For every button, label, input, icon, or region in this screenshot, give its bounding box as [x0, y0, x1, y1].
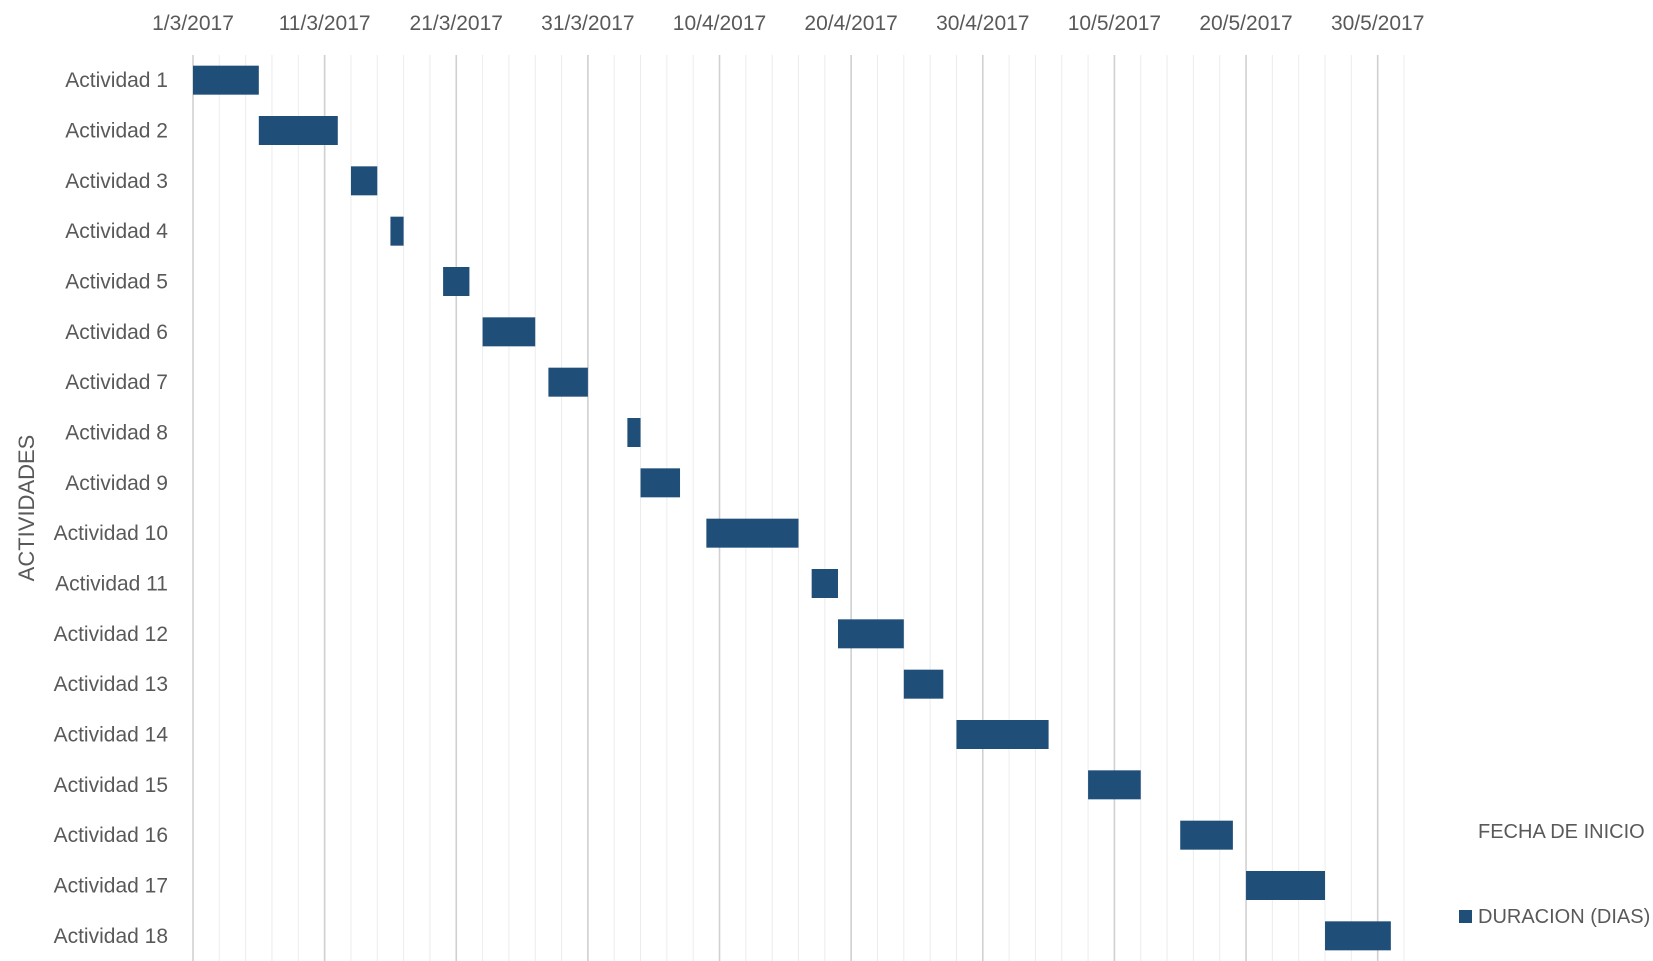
category-label: Actividad 6 [65, 321, 168, 344]
duration-bar [350, 166, 378, 196]
x-tick-label: 21/3/2017 [410, 12, 503, 35]
duration-bar [548, 367, 588, 397]
duration-bars [193, 65, 1391, 951]
category-label: Actividad 9 [65, 472, 168, 495]
duration-bar [258, 116, 338, 145]
duration-bar [1088, 770, 1141, 800]
x-tick-label: 11/3/2017 [279, 12, 371, 35]
x-tick-label: 20/5/2017 [1199, 12, 1292, 35]
legend: FECHA DE INICIO DURACION (DIAS) [1459, 821, 1650, 928]
x-tick-label: 30/5/2017 [1331, 12, 1424, 35]
category-label: Actividad 11 [55, 573, 168, 596]
duration-bar [640, 468, 681, 498]
x-tick-label: 10/4/2017 [673, 12, 766, 35]
category-label: Actividad 12 [54, 623, 168, 646]
duration-bar [706, 518, 799, 548]
duration-bar [627, 418, 641, 447]
category-label: Actividad 8 [65, 422, 168, 445]
legend-label-duration: DURACION (DIAS) [1478, 906, 1650, 928]
category-label: Actividad 3 [65, 170, 168, 193]
category-label: Actividad 1 [65, 69, 168, 92]
x-tick-label: 1/3/2017 [152, 12, 234, 35]
duration-bar [193, 65, 259, 95]
category-label: Actividad 17 [54, 875, 168, 898]
duration-bar [956, 720, 1049, 749]
category-label: Actividad 10 [54, 522, 168, 545]
x-tick-label: 10/5/2017 [1068, 12, 1161, 35]
duration-bar [903, 669, 944, 699]
x-tick-label: 20/4/2017 [804, 12, 897, 35]
duration-bar [390, 216, 404, 246]
duration-bar [482, 317, 536, 347]
legend-label-start: FECHA DE INICIO [1478, 821, 1645, 843]
category-label: Actividad 16 [54, 824, 168, 847]
duration-bar [837, 619, 904, 649]
legend-swatch-duration [1459, 910, 1472, 923]
duration-bar [443, 267, 470, 296]
x-axis-ticks: 1/3/2017 11/3/2017 21/3/2017 31/3/2017 10/4/… [152, 12, 1424, 35]
x-tick-label: 31/3/2017 [541, 12, 634, 35]
category-label: Actividad 4 [65, 220, 168, 243]
category-labels: Actividad 1 Actividad 2 Actividad 3 Activid… [54, 69, 169, 948]
category-label: Actividad 14 [54, 724, 169, 747]
duration-bar [811, 569, 838, 598]
category-label: Actividad 5 [65, 271, 168, 294]
category-label: Actividad 7 [65, 371, 168, 394]
category-label: Actividad 15 [54, 774, 168, 797]
x-tick-label: 30/4/2017 [936, 12, 1029, 35]
category-label: Actividad 13 [54, 673, 168, 696]
duration-bar [1325, 921, 1391, 951]
grid-lines [192, 55, 1405, 961]
category-label: Actividad 18 [54, 925, 168, 948]
duration-bar [1246, 871, 1326, 900]
y-axis-title: ACTIVIDADES [14, 435, 39, 582]
duration-bar [1180, 820, 1233, 850]
category-label: Actividad 2 [65, 120, 168, 143]
